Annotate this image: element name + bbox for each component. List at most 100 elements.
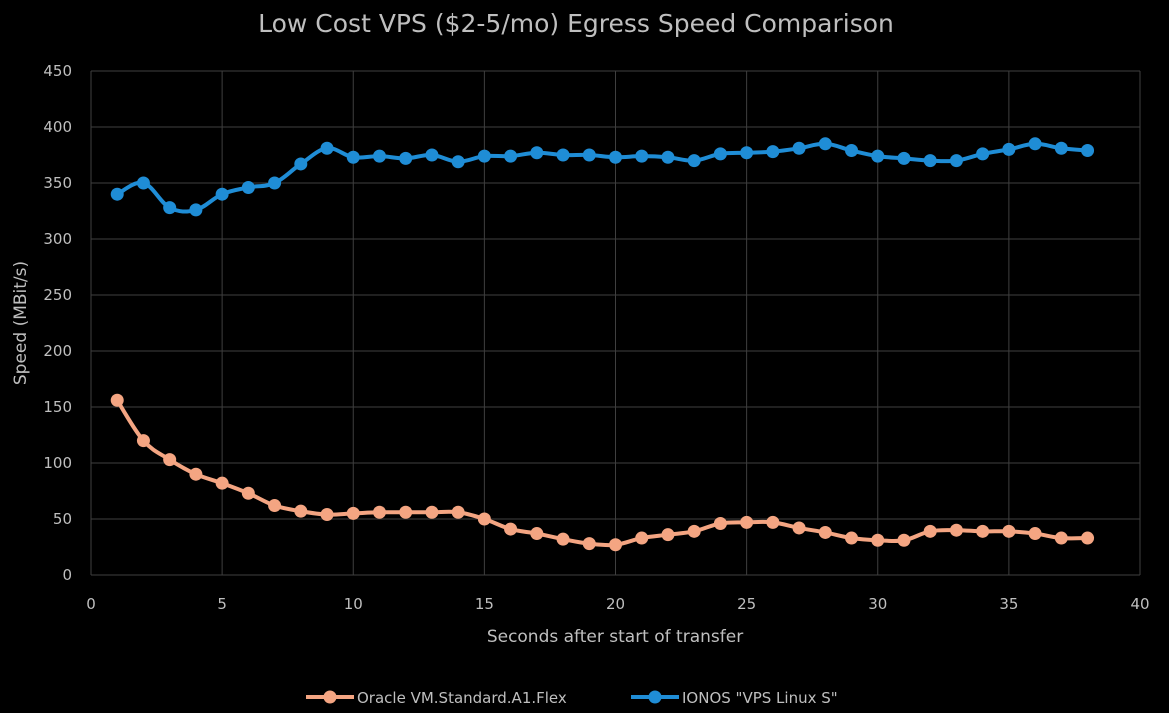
legend-item-ionos[interactable]: IONOS "VPS Linux S" [631,689,838,707]
data-point-ionos[interactable] [687,154,701,168]
y-tick-label: 300 [43,230,72,248]
data-point-oracle[interactable] [740,515,754,529]
data-point-oracle[interactable] [425,505,439,519]
data-point-oracle[interactable] [923,524,937,538]
data-point-ionos[interactable] [871,149,885,163]
data-point-ionos[interactable] [923,154,937,168]
data-point-oracle[interactable] [897,533,911,547]
data-point-ionos[interactable] [897,151,911,165]
data-point-oracle[interactable] [346,506,360,520]
data-point-oracle[interactable] [504,522,518,536]
y-tick-label: 100 [43,454,72,472]
data-point-oracle[interactable] [530,527,544,541]
legend-label-oracle: Oracle VM.Standard.A1.Flex [357,689,567,707]
data-point-oracle[interactable] [1028,527,1042,541]
data-point-oracle[interactable] [110,393,124,407]
data-point-ionos[interactable] [399,151,413,165]
data-point-oracle[interactable] [582,537,596,551]
data-point-ionos[interactable] [766,145,780,159]
data-point-ionos[interactable] [949,154,963,168]
data-point-ionos[interactable] [477,149,491,163]
data-point-ionos[interactable] [713,147,727,161]
data-point-ionos[interactable] [294,157,308,171]
data-point-oracle[interactable] [871,533,885,547]
series-oracle [110,393,1095,552]
data-point-ionos[interactable] [425,148,439,162]
legend-item-oracle[interactable]: Oracle VM.Standard.A1.Flex [306,689,567,707]
data-point-ionos[interactable] [346,150,360,164]
data-point-ionos[interactable] [1028,137,1042,151]
y-tick-label: 350 [43,174,72,192]
data-point-oracle[interactable] [1054,531,1068,545]
data-point-ionos[interactable] [163,201,177,215]
data-point-ionos[interactable] [268,176,282,190]
series-line-ionos [115,141,1090,214]
data-point-ionos[interactable] [215,187,229,201]
data-point-ionos[interactable] [504,149,518,163]
data-point-oracle[interactable] [661,528,675,542]
data-point-ionos[interactable] [845,144,859,158]
data-point-ionos[interactable] [320,141,334,155]
legend-marker-ionos [648,690,662,704]
data-point-ionos[interactable] [1054,141,1068,155]
data-point-oracle[interactable] [687,524,701,538]
y-axis-title: Speed (MBit/s) [11,261,31,385]
y-axis-ticks: 0 50 100 150 200 250 300 350 400 450 [43,62,72,584]
legend: Oracle VM.Standard.A1.Flex IONOS "VPS Li… [306,689,838,707]
data-point-oracle[interactable] [949,523,963,537]
data-point-oracle[interactable] [845,531,859,545]
data-point-ionos[interactable] [582,148,596,162]
series-ionos [110,137,1095,217]
data-point-ionos[interactable] [530,146,544,160]
data-point-ionos[interactable] [635,149,649,163]
data-point-ionos[interactable] [556,148,570,162]
data-point-ionos[interactable] [189,203,203,217]
data-point-oracle[interactable] [609,538,622,552]
data-point-ionos[interactable] [792,141,806,155]
data-point-oracle[interactable] [818,525,832,539]
series-layer [110,137,1095,552]
legend-marker-oracle [323,690,337,704]
x-tick-label: 5 [217,595,227,613]
data-point-ionos[interactable] [241,180,255,194]
x-tick-label: 35 [999,595,1018,613]
data-point-oracle[interactable] [1081,531,1095,545]
data-point-ionos[interactable] [1081,144,1095,158]
data-point-ionos[interactable] [136,176,150,190]
data-point-oracle[interactable] [477,512,491,526]
data-point-oracle[interactable] [215,476,229,490]
data-point-oracle[interactable] [268,499,282,513]
data-point-ionos[interactable] [451,155,465,169]
x-tick-label: 15 [475,595,494,613]
x-tick-label: 40 [1130,595,1149,613]
data-point-ionos[interactable] [1002,142,1016,156]
data-point-oracle[interactable] [294,504,308,518]
data-point-oracle[interactable] [372,505,386,519]
data-point-oracle[interactable] [635,531,649,545]
data-point-oracle[interactable] [713,516,727,530]
data-point-ionos[interactable] [372,149,386,163]
data-point-ionos[interactable] [110,187,124,201]
data-point-oracle[interactable] [556,532,570,546]
data-point-oracle[interactable] [136,434,150,448]
data-point-ionos[interactable] [740,146,754,160]
data-point-oracle[interactable] [1002,524,1016,538]
data-point-oracle[interactable] [766,515,780,529]
data-point-oracle[interactable] [792,521,806,535]
y-tick-label: 400 [43,118,72,136]
data-point-ionos[interactable] [661,150,675,164]
data-point-oracle[interactable] [399,505,413,519]
data-point-oracle[interactable] [189,467,203,481]
data-point-ionos[interactable] [818,137,832,151]
data-point-ionos[interactable] [609,150,622,164]
data-point-oracle[interactable] [163,453,177,467]
data-point-oracle[interactable] [241,486,255,500]
gridlines [90,70,1141,576]
data-point-oracle[interactable] [451,505,465,519]
data-point-ionos[interactable] [976,147,990,161]
data-point-oracle[interactable] [976,524,990,538]
data-point-oracle[interactable] [320,508,334,522]
x-axis-title: Seconds after start of transfer [487,627,743,647]
